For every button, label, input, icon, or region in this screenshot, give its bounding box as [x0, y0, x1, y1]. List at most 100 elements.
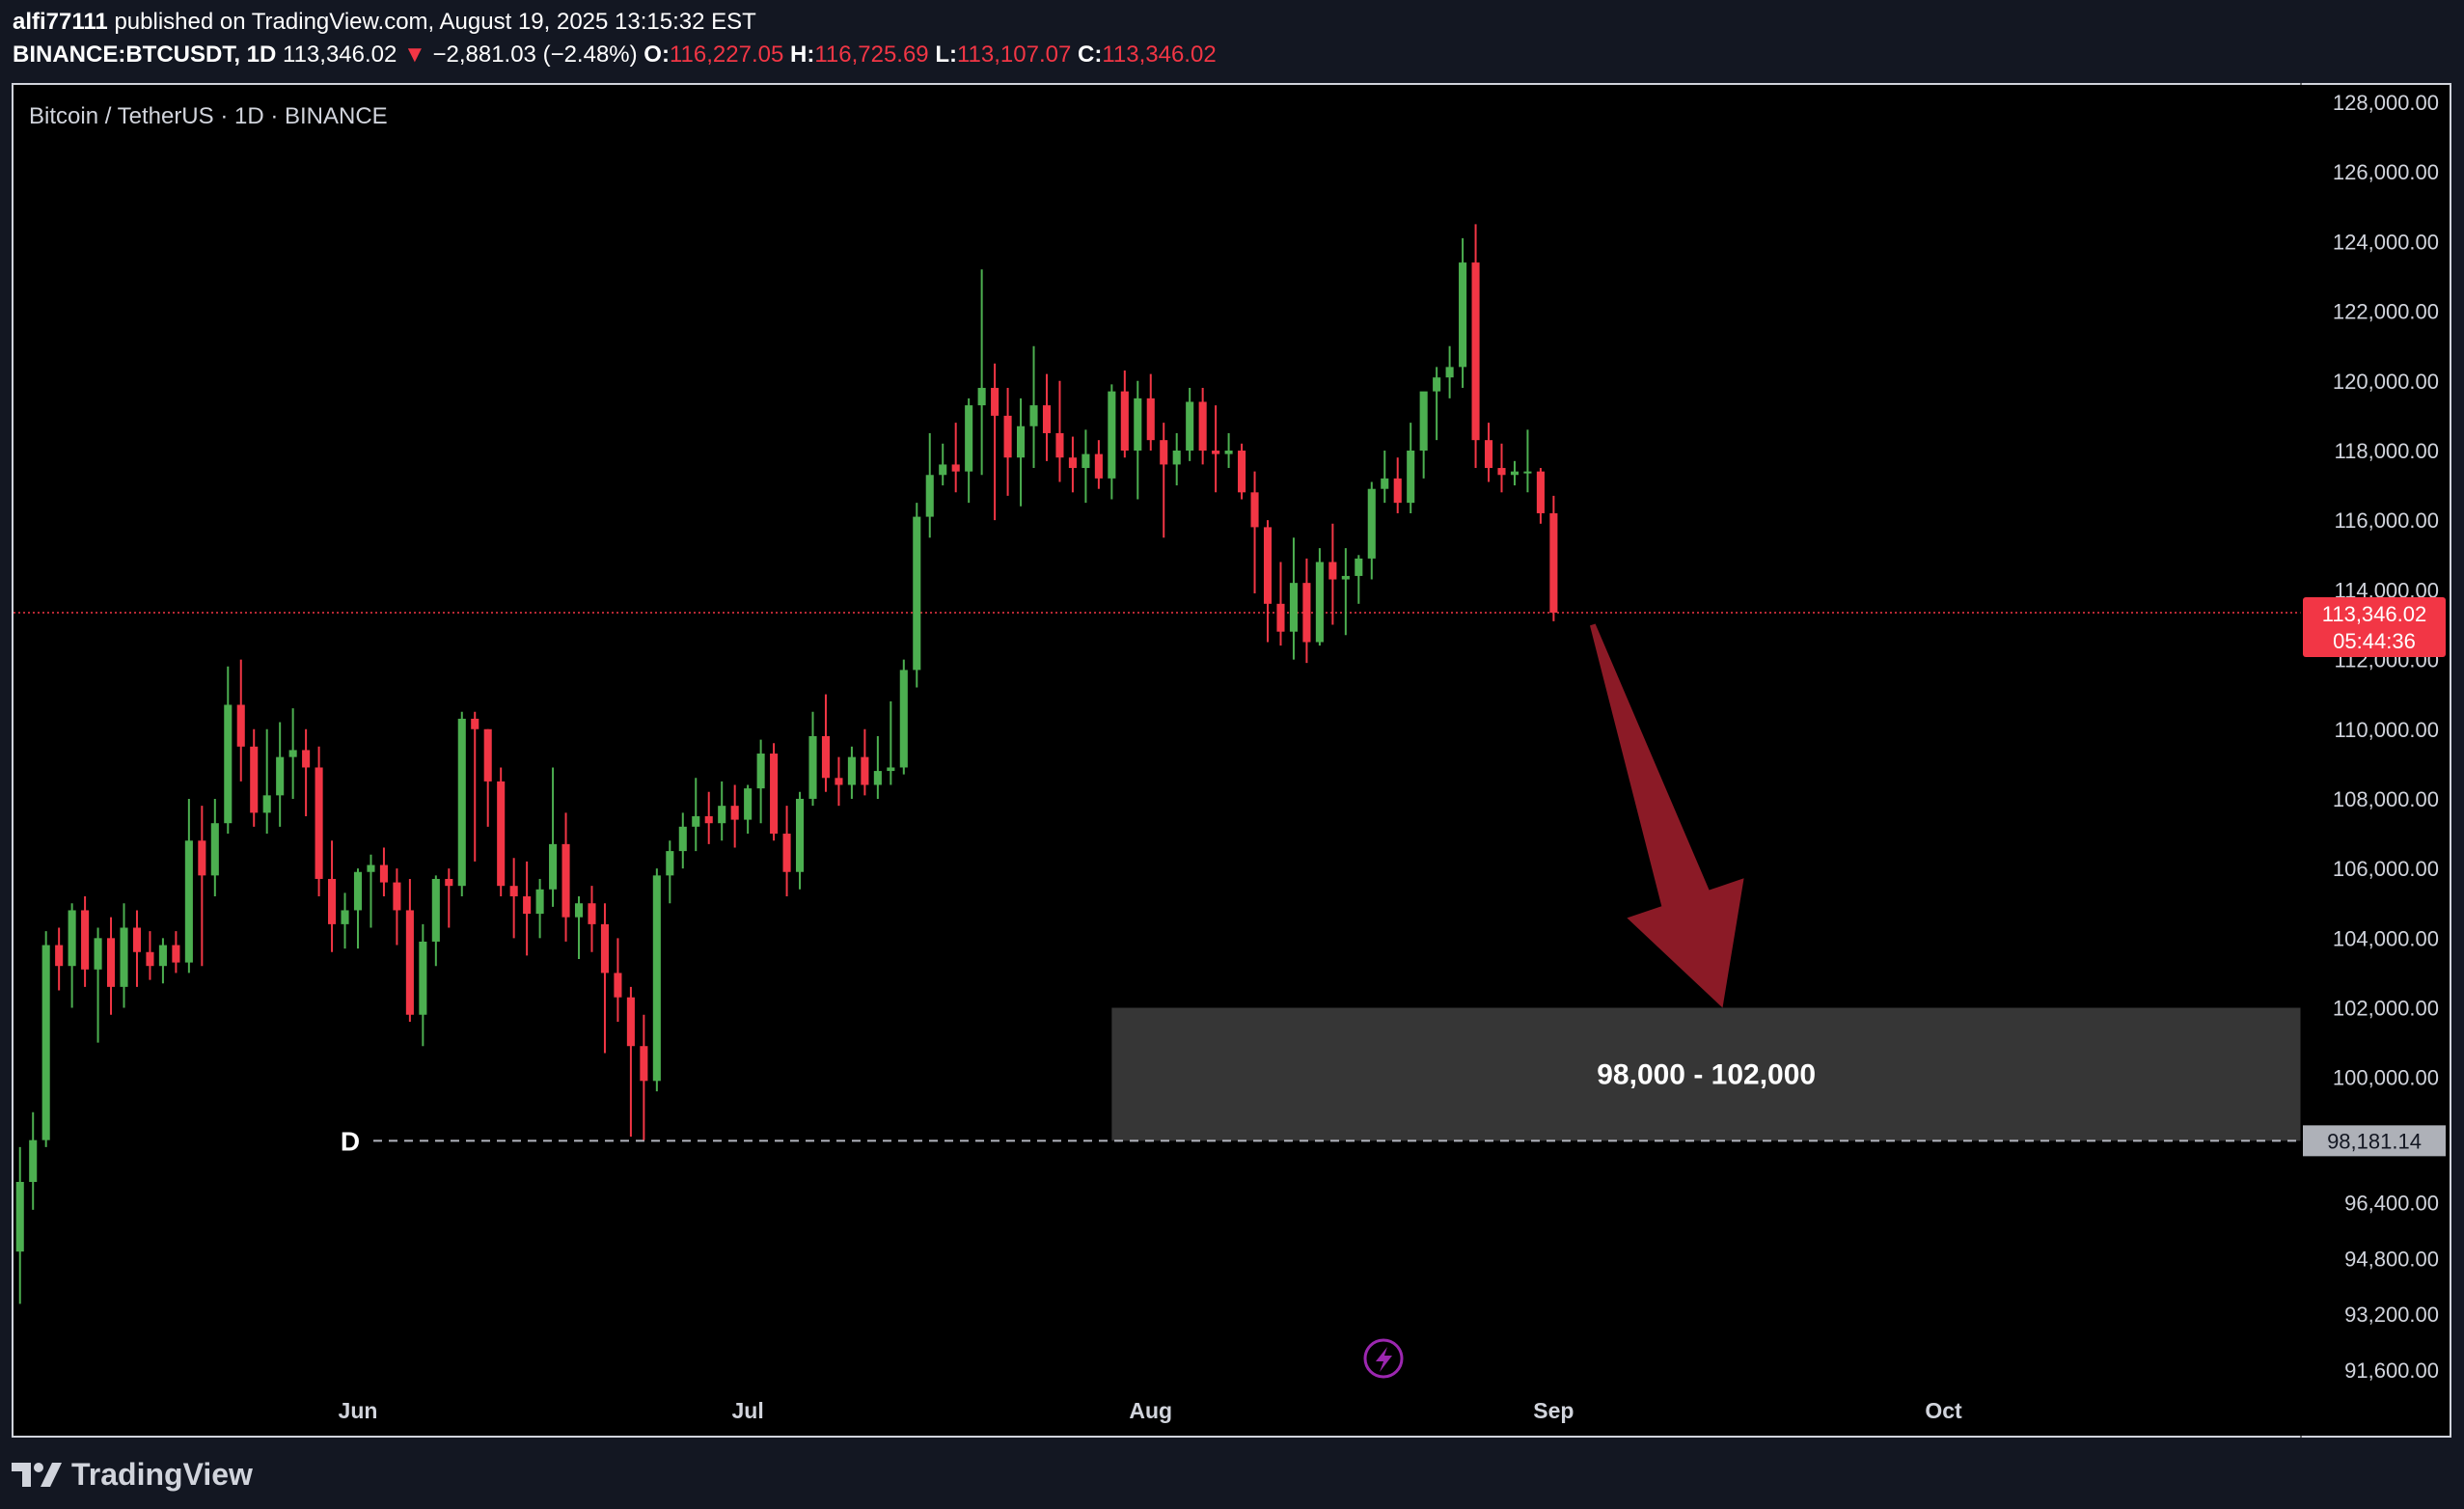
candle-body [236, 704, 245, 747]
candle-body [1250, 492, 1259, 528]
candle-body [1263, 527, 1273, 604]
candle [184, 798, 193, 974]
candle [1186, 388, 1194, 461]
icons-layer [1363, 1338, 1404, 1379]
price-chart[interactable]: Bitcoin / TetherUS · 1D · BINANCE 98,000… [12, 83, 2451, 1438]
candle-body [1419, 391, 1428, 451]
candle [692, 778, 700, 852]
candle [210, 798, 219, 897]
candle [1523, 429, 1532, 493]
candle-body [1341, 575, 1350, 580]
candle [328, 840, 337, 952]
candle-body [640, 1046, 648, 1082]
support-price-label: 98,181.14 [2327, 1129, 2422, 1153]
candle-body [1302, 583, 1311, 643]
candle [1081, 429, 1090, 504]
candle-body [782, 834, 791, 872]
candle [614, 938, 622, 1022]
candle [379, 847, 388, 897]
last-price: 113,346.02 [283, 41, 397, 68]
candle-body [549, 843, 558, 890]
tradingview-logo[interactable]: TradingView [12, 1455, 253, 1494]
target-zone [1111, 1007, 2301, 1141]
candle-body [106, 938, 116, 987]
candle [483, 728, 492, 827]
candle-body [1108, 391, 1116, 479]
candle-body [1381, 478, 1389, 489]
candle [640, 1014, 648, 1140]
candle [1328, 523, 1337, 625]
candle-body [1160, 440, 1168, 465]
candle [756, 739, 765, 824]
candle-body [1003, 415, 1012, 458]
candle [600, 903, 609, 1054]
candle-body [523, 896, 532, 915]
candle [367, 854, 375, 928]
candle-body [821, 735, 831, 779]
candle-body [483, 728, 492, 782]
price-tick-label: 96,400.00 [2344, 1192, 2439, 1216]
candle-body [1068, 457, 1077, 469]
open-value: 116,227.05 [669, 41, 784, 68]
candle [393, 868, 401, 946]
candle-body [328, 878, 337, 924]
candle-body [770, 754, 779, 835]
candle [1381, 450, 1389, 504]
candle [1134, 380, 1142, 500]
candle [15, 1146, 24, 1304]
candle-body [158, 945, 167, 967]
candle-body [1094, 453, 1103, 479]
candle [55, 927, 64, 991]
publish-header: alfi77111 published on TradingView.com, … [13, 6, 2444, 71]
candle [132, 910, 142, 987]
candle-body [899, 670, 908, 768]
candle [1055, 380, 1064, 482]
candle [158, 938, 167, 984]
candle [718, 781, 726, 841]
close-value: 113,346.02 [1102, 41, 1217, 68]
candle-body [341, 910, 349, 924]
candle [1536, 468, 1545, 524]
candle [198, 806, 206, 967]
candle-body [795, 798, 805, 872]
candle-body [847, 756, 856, 785]
candle [146, 931, 154, 980]
price-tick-label: 104,000.00 [2333, 926, 2439, 950]
candle [1224, 432, 1233, 469]
candle-body [405, 910, 414, 1015]
price-change: −2,881.03 (−2.48%) [432, 41, 638, 68]
candle-body [146, 951, 154, 967]
candle [808, 711, 817, 807]
candle-body [951, 464, 960, 472]
candle-body [41, 945, 50, 1140]
brand-name: TradingView [71, 1456, 253, 1492]
candle-body [276, 756, 285, 796]
open-label: O: [643, 41, 670, 68]
candle [1419, 391, 1428, 479]
candle [1549, 495, 1558, 621]
candle-body [353, 871, 363, 911]
time-tick-label: Aug [1129, 1398, 1172, 1423]
time-axis[interactable]: Jun Jul Aug Sep Oct [339, 1398, 1962, 1423]
candle [991, 363, 999, 521]
candle-body [367, 864, 375, 872]
candle-body [887, 767, 895, 772]
price-tick-label: 116,000.00 [2335, 508, 2439, 533]
candle [1068, 436, 1077, 493]
time-tick-label: Oct [1925, 1398, 1962, 1423]
candle [172, 931, 180, 974]
candle-body [1367, 488, 1376, 559]
candle-body [925, 475, 934, 517]
candle [1510, 460, 1519, 486]
publisher-name[interactable]: alfi77111 [13, 9, 108, 35]
candle [561, 812, 570, 942]
price-axis[interactable]: 128,000.00 126,000.00 124,000.00 122,000.00… [2300, 83, 2446, 1438]
candle-body [224, 704, 233, 824]
candle-body [1536, 471, 1545, 513]
candle-body [94, 938, 102, 970]
candle [315, 746, 323, 897]
low-value: 113,107.07 [956, 41, 1072, 68]
candle [445, 868, 453, 928]
candle-body [704, 815, 713, 824]
candle [405, 878, 414, 1022]
